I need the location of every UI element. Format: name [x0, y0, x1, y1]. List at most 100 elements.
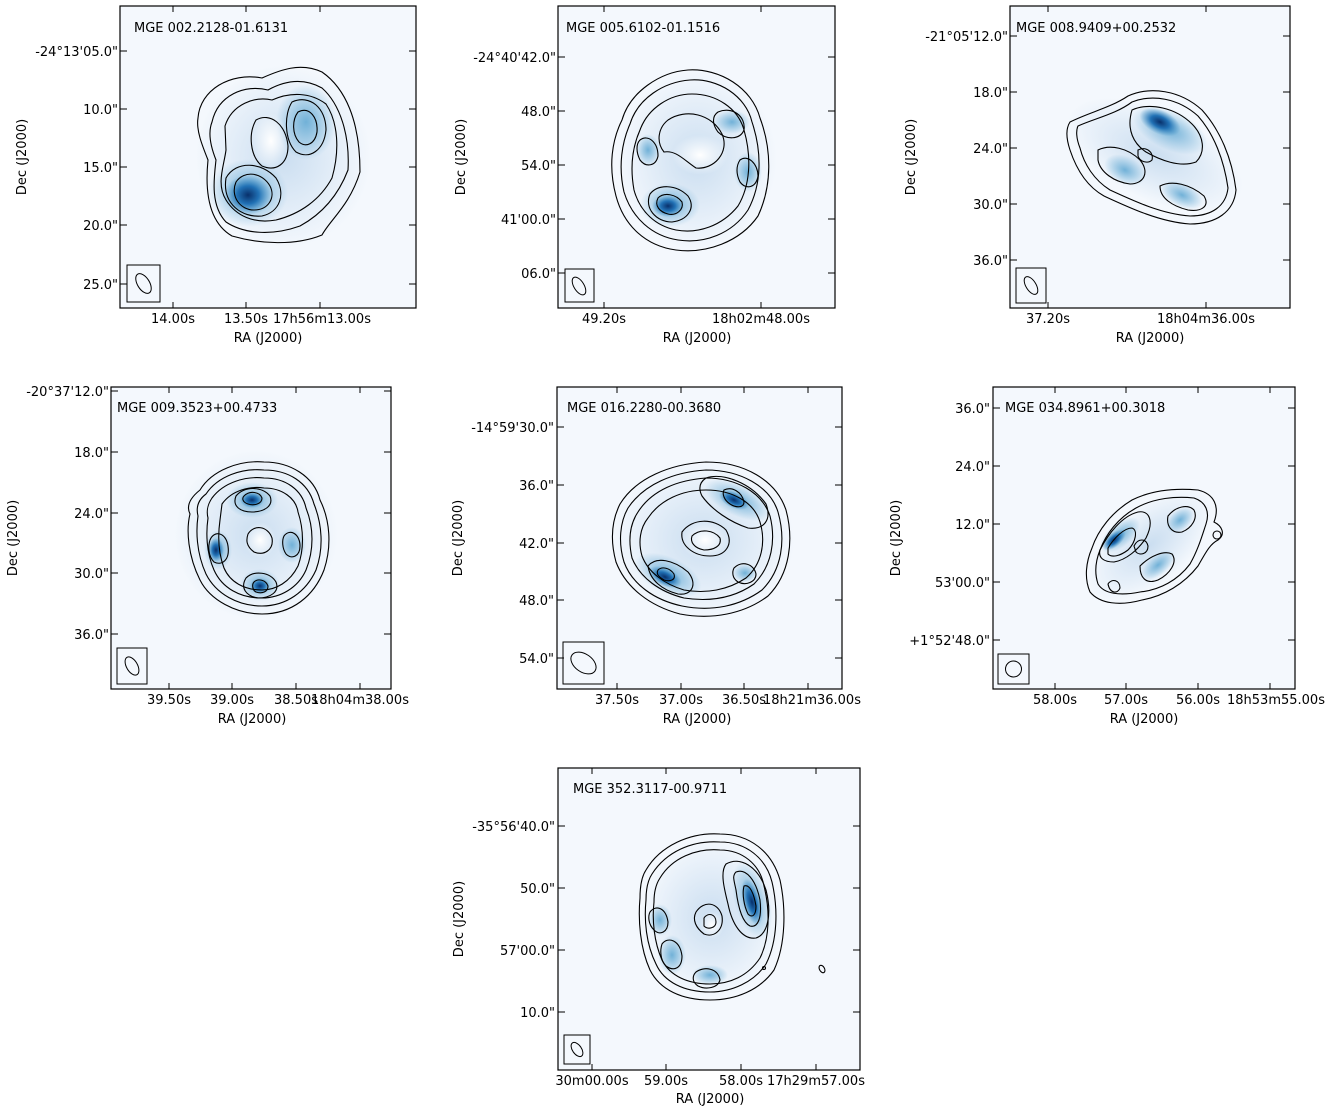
panel-5-xtick: 37.50s — [595, 693, 639, 708]
panel-7-ylabel: Dec (J2000) — [452, 881, 467, 957]
panel-4-ytick: 30.0" — [74, 567, 109, 582]
panel-5-emission-map — [611, 460, 795, 620]
panel-2: MGE 005.6102-01.1516 49.20s 18h02m48.00s… — [454, 5, 836, 346]
panel-4-ylabel: Dec (J2000) — [6, 500, 21, 576]
panel-1-title: MGE 002.2128-01.6131 — [134, 21, 288, 36]
panel-1-xlabel: RA (J2000) — [234, 331, 303, 346]
panel-6-ylabel: Dec (J2000) — [889, 500, 904, 576]
panel-6: MGE 034.8961+00.3018 58.00s 57.00s 56.00… — [889, 386, 1325, 727]
panel-6-title: MGE 034.8961+00.3018 — [1005, 401, 1165, 416]
panel-7-xlabel: RA (J2000) — [676, 1092, 745, 1107]
panel-1-ytick: 25.0" — [83, 278, 118, 293]
panel-6-ytick: 53'00.0" — [935, 576, 990, 591]
panel-5-xtick: 36.50s — [722, 693, 766, 708]
panel-3-xtick: 37.20s — [1026, 312, 1070, 327]
panel-4-ytick: 36.0" — [74, 628, 109, 643]
panel-3-ytick: 18.0" — [973, 86, 1008, 101]
panel-2-contours — [611, 69, 770, 252]
panel-3-ticks — [1010, 6, 1290, 308]
panel-3-ytick: 30.0" — [973, 198, 1008, 213]
panel-5-ylabel: Dec (J2000) — [451, 500, 466, 576]
panel-4-xtick: 39.50s — [147, 693, 191, 708]
panel-2-title: MGE 005.6102-01.1516 — [566, 21, 720, 36]
panel-1-contours — [197, 66, 361, 244]
panel-1-ytick: 15.0" — [83, 161, 118, 176]
panel-7-xtick: 30m00.00s — [555, 1074, 628, 1089]
panel-1-ticks — [120, 6, 416, 308]
panel-2-beam — [564, 268, 595, 303]
panel-1-ylabel: Dec (J2000) — [15, 119, 30, 195]
panel-4: MGE 009.3523+00.4733 39.50s 39.00s 38.50… — [6, 385, 409, 727]
panel-3-ytick: 24.0" — [973, 142, 1008, 157]
panel-7: MGE 352.3117-00.9711 30m00.00s 59.00s 58… — [452, 767, 865, 1107]
panel-5-contours — [611, 461, 791, 617]
panel-5-ytick: 54.0" — [519, 652, 554, 667]
panel-4-ticks — [111, 387, 391, 689]
panel-6-contours — [1085, 488, 1223, 604]
panel-4-xtick: 39.00s — [210, 693, 254, 708]
panel-2-ytick: 06.0" — [521, 267, 556, 282]
panel-6-xtick: 56.00s — [1176, 693, 1220, 708]
panel-7-title: MGE 352.3117-00.9711 — [573, 782, 727, 797]
panel-6-beam — [997, 653, 1030, 685]
panel-6-ytick: +1°52'48.0" — [909, 634, 990, 649]
panel-4-ytick: -20°37'12.0" — [26, 385, 109, 400]
panel-1-ytick: 20.0" — [83, 219, 118, 234]
panel-7-beam — [563, 1034, 591, 1065]
panel-1-xtick: 13.50s — [224, 312, 268, 327]
panel-3-xlabel: RA (J2000) — [1116, 331, 1185, 346]
panel-3-ytick: 36.0" — [973, 254, 1008, 269]
panel-1-ytick: -24°13'05.0" — [35, 45, 118, 60]
panel-6-ytick: 24.0" — [955, 460, 990, 475]
panel-2-ytick: -24°40'42.0" — [473, 51, 556, 66]
panel-6-ytick: 36.0" — [955, 402, 990, 417]
panel-5-ytick: -14°59'30.0" — [471, 421, 554, 436]
panel-4-xlabel: RA (J2000) — [218, 712, 287, 727]
panel-1-ytick: 10.0" — [83, 103, 118, 118]
panel-6-ytick: 12.0" — [955, 518, 990, 533]
panel-1-emission-map — [195, 65, 371, 249]
panel-7-ytick: -35°56'40.0" — [472, 820, 555, 835]
panel-4-beam — [116, 647, 148, 685]
panel-1: MGE 002.2128-01.6131 14.00s 13.50s 17h56… — [15, 5, 417, 346]
panel-5-xtick: 18h21m36.00s — [763, 693, 861, 708]
panel-3-contours — [1066, 90, 1237, 225]
panel-2-xlabel: RA (J2000) — [663, 331, 732, 346]
panel-5-xlabel: RA (J2000) — [663, 712, 732, 727]
panel-1-xtick: 17h56m13.00s — [273, 312, 371, 327]
panel-5-title: MGE 016.2280-00.3680 — [567, 401, 721, 416]
panel-1-xtick: 14.00s — [151, 312, 195, 327]
panel-5-ytick: 36.0" — [519, 479, 554, 494]
panel-4-title: MGE 009.3523+00.4733 — [117, 401, 277, 416]
panel-7-ticks — [558, 768, 860, 1070]
panel-7-ytick: 50.0" — [520, 882, 555, 897]
panel-3: MGE 008.9409+00.2532 37.20s 18h04m36.00s… — [904, 5, 1291, 346]
panel-3-beam — [1015, 267, 1047, 304]
panel-6-xtick: 58.00s — [1033, 693, 1077, 708]
panel-5-ytick: 48.0" — [519, 594, 554, 609]
panel-2-xtick: 18h02m48.00s — [712, 312, 810, 327]
panel-3-ylabel: Dec (J2000) — [904, 119, 919, 195]
panel-5-beam — [562, 641, 605, 685]
panel-6-ticks — [993, 387, 1295, 689]
panel-2-ytick: 41'00.0" — [501, 213, 556, 228]
panel-4-ytick: 24.0" — [74, 507, 109, 522]
panel-4-xtick: 18h04m38.00s — [311, 693, 409, 708]
panel-7-ytick: 57'00.0" — [500, 944, 555, 959]
panel-5-ticks — [557, 387, 842, 689]
panel-2-ytick: 48.0" — [521, 105, 556, 120]
panel-7-xtick: 59.00s — [644, 1074, 688, 1089]
panel-5-xtick: 37.00s — [659, 693, 703, 708]
panel-4-ytick: 18.0" — [74, 446, 109, 461]
panel-7-xtick: 58.00s — [719, 1074, 763, 1089]
panel-6-xtick: 18h53m55.00s — [1227, 693, 1325, 708]
panel-3-title: MGE 008.9409+00.2532 — [1016, 21, 1176, 36]
panel-2-ticks — [558, 6, 835, 308]
panel-3-ytick: -21°05'12.0" — [925, 30, 1008, 45]
panel-5-ytick: 42.0" — [519, 537, 554, 552]
panel-6-xtick: 57.00s — [1104, 693, 1148, 708]
panel-4-contours — [187, 461, 330, 615]
panel-4-xtick: 38.50s — [274, 693, 318, 708]
panel-2-ytick: 54.0" — [521, 159, 556, 174]
